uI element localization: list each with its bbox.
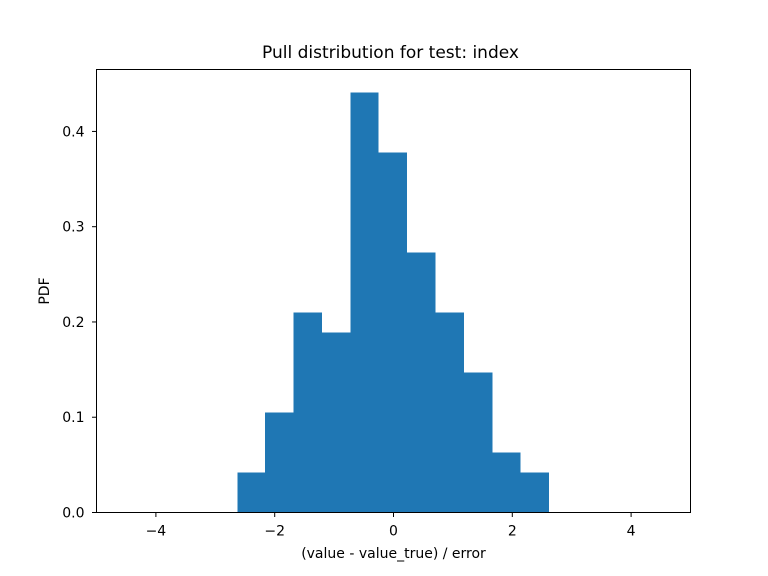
x-axis-label: (value - value_true) / error xyxy=(301,546,486,562)
histogram-bar xyxy=(265,412,294,513)
histogram-bar xyxy=(407,252,436,513)
chart-title: Pull distribution for test: index xyxy=(262,43,519,63)
histogram-bar xyxy=(435,312,465,513)
histogram-bar xyxy=(492,452,521,513)
y-tick-label: 0.1 xyxy=(62,410,84,426)
x-tick-label: 4 xyxy=(627,524,636,540)
x-tick-label: −2 xyxy=(264,524,285,540)
x-axis-ticks: −4 −2 0 2 4 xyxy=(146,512,636,540)
histogram-bar xyxy=(520,472,550,513)
y-tick-label: 0.0 xyxy=(62,506,84,522)
y-axis-label: PDF xyxy=(37,277,53,304)
histogram-bar xyxy=(322,332,351,513)
histogram-bar xyxy=(237,472,266,513)
x-tick-label: −4 xyxy=(146,524,167,540)
y-axis-ticks: 0.0 0.1 0.2 0.3 0.4 xyxy=(62,124,97,522)
bars-group xyxy=(237,92,550,513)
histogram-bar xyxy=(350,92,379,513)
x-tick-label: 0 xyxy=(389,524,398,540)
x-tick-label: 2 xyxy=(508,524,517,540)
y-tick-label: 0.3 xyxy=(62,220,84,236)
histogram-bar xyxy=(293,312,323,513)
y-tick-label: 0.2 xyxy=(62,315,84,331)
y-tick-label: 0.4 xyxy=(62,124,84,140)
histogram-bar xyxy=(464,372,493,513)
histogram-bar xyxy=(378,152,408,513)
